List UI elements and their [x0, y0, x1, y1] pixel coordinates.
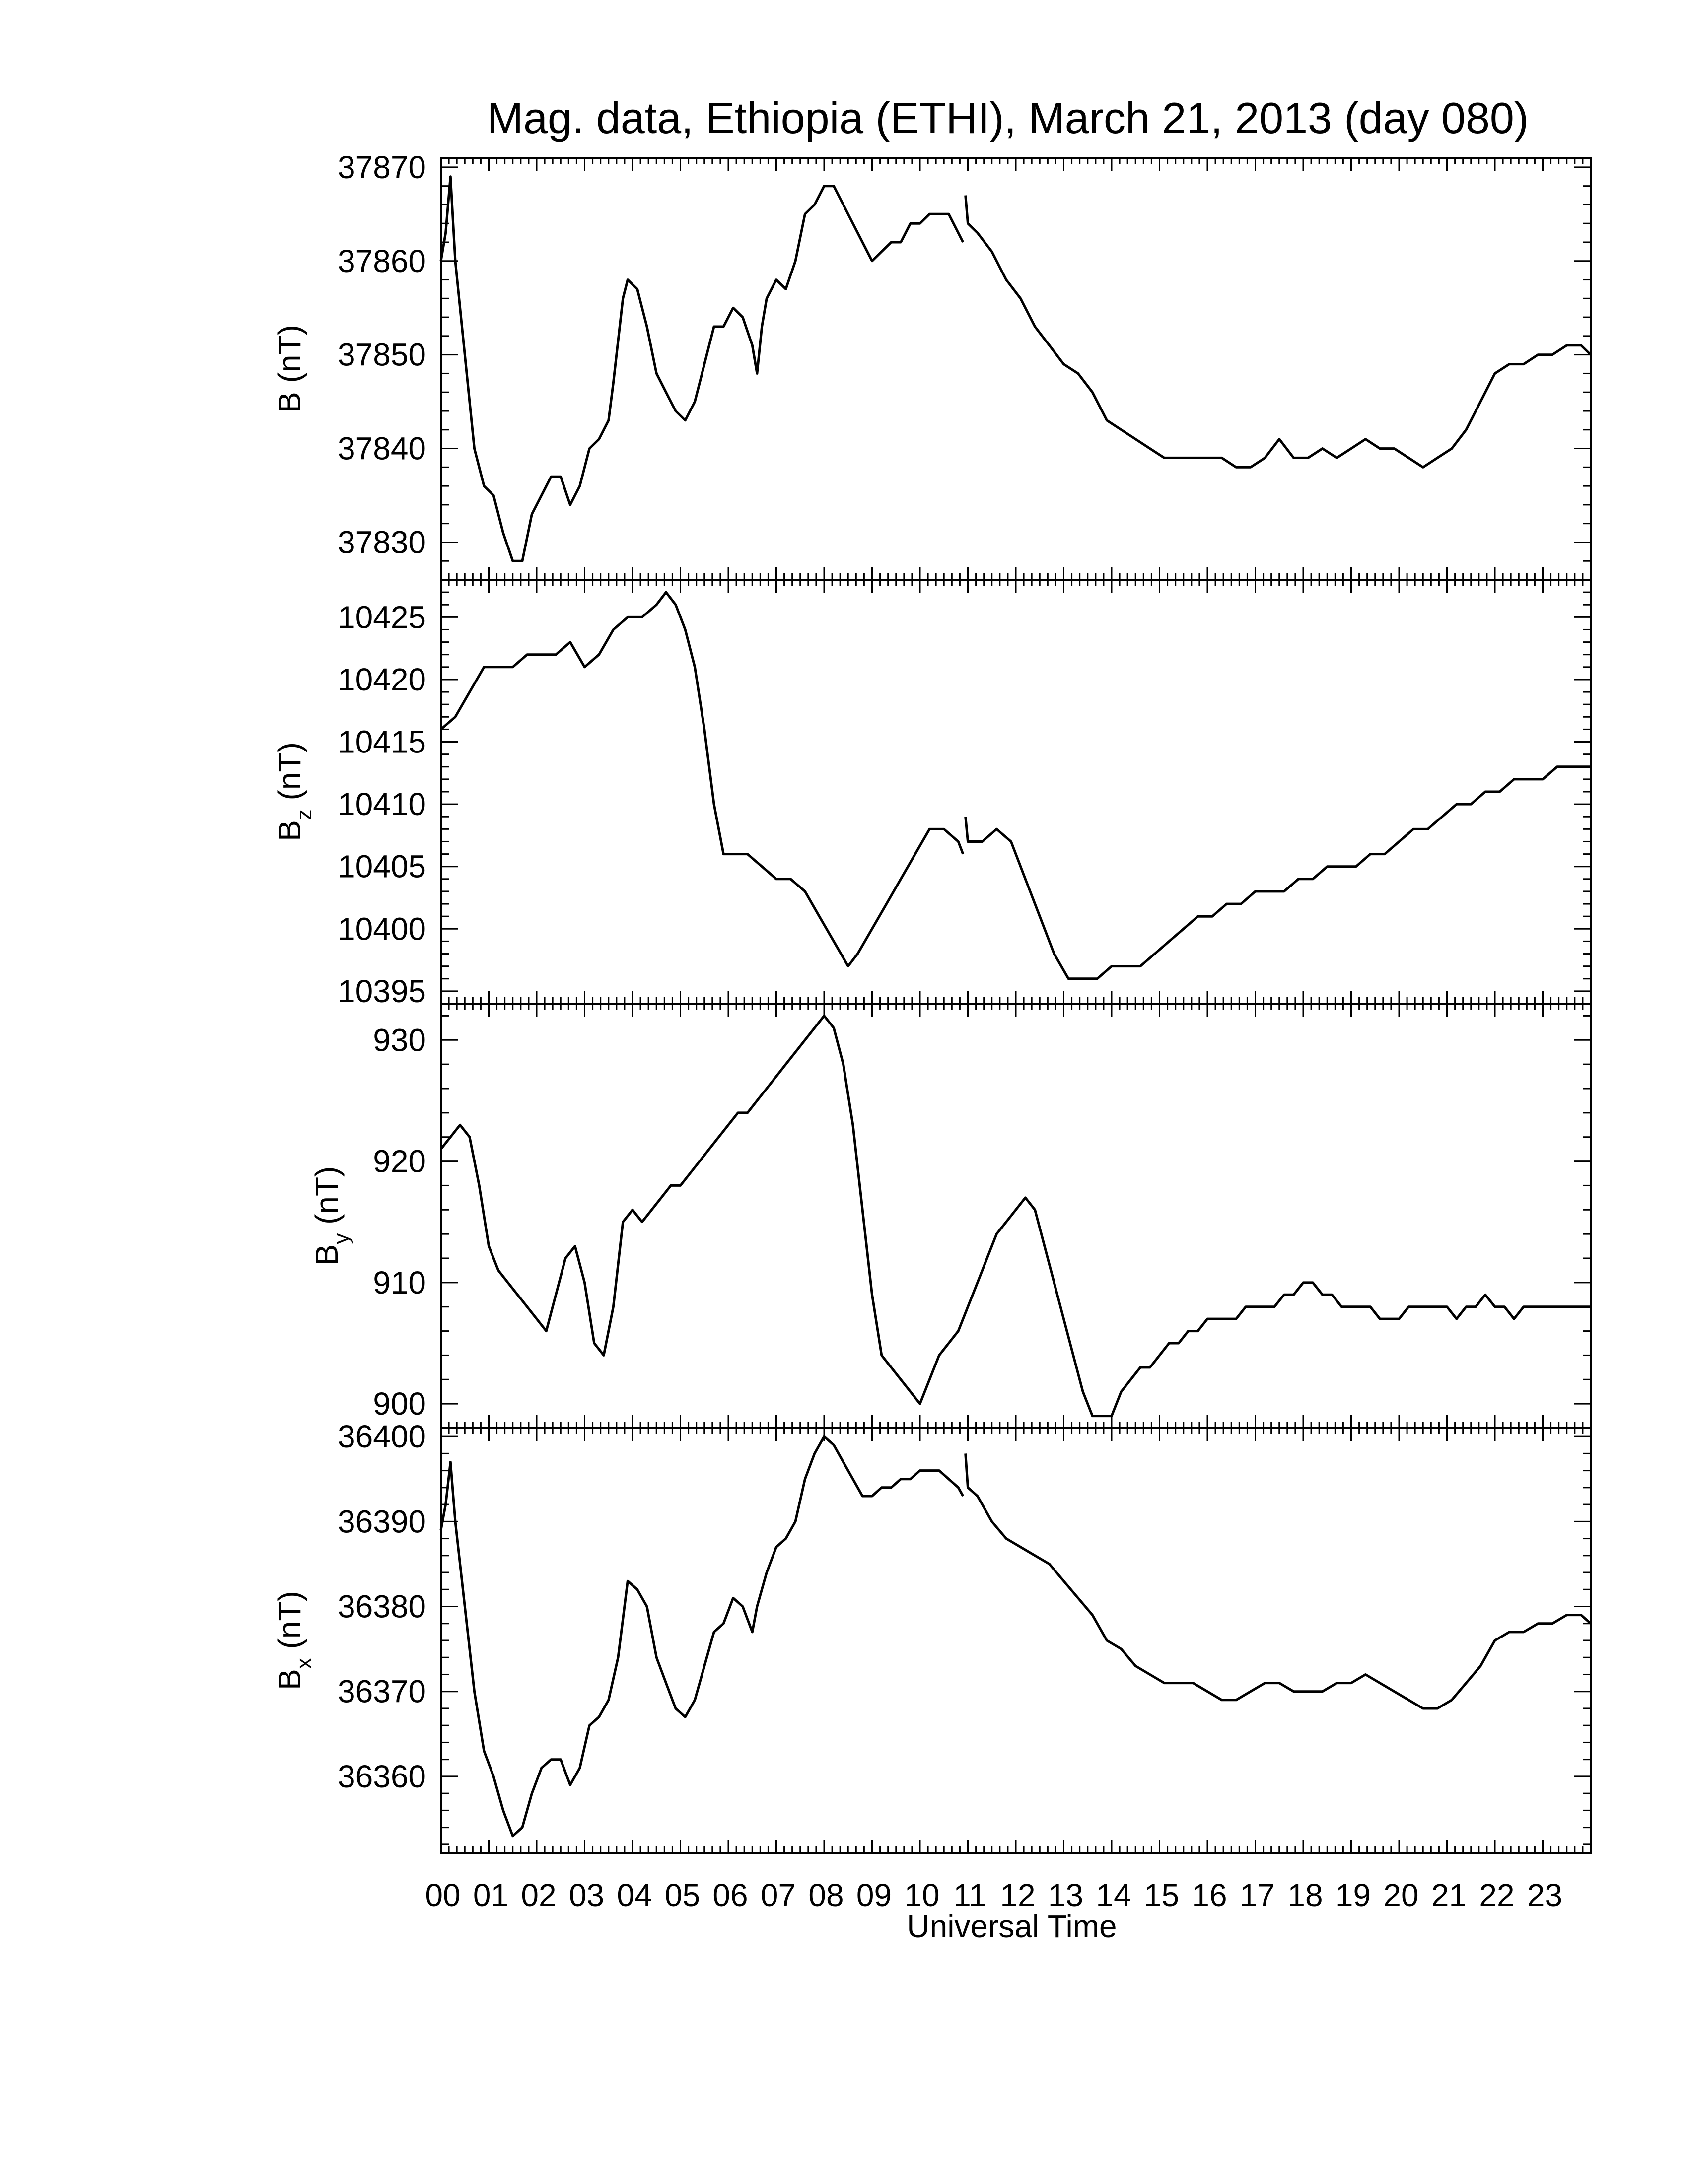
- y-tick-label: 37830: [338, 524, 426, 560]
- x-tick-label: 06: [712, 1877, 748, 1913]
- chart-title: Mag. data, Ethiopia (ETHI), March 21, 20…: [487, 93, 1529, 142]
- y-tick-label: 10395: [338, 973, 426, 1009]
- x-tick-label: 20: [1383, 1877, 1418, 1913]
- panels: 37830 37840 37850 37860 37870 B (nT) 10395 1040…: [272, 149, 1592, 1854]
- y-axis-label: Bx (nT): [272, 1591, 316, 1690]
- x-tick-label: 08: [808, 1877, 844, 1913]
- y-tick-label: 10410: [338, 786, 426, 822]
- y-axis-label: Bz (nT): [272, 742, 316, 841]
- series-line: [964, 1453, 1592, 1710]
- series-line: [964, 195, 1592, 469]
- x-tick-label: 01: [473, 1877, 508, 1913]
- y-tick-label: 930: [373, 1022, 426, 1058]
- x-tick-label: 19: [1336, 1877, 1371, 1913]
- y-axis-label: By (nT): [309, 1166, 353, 1266]
- panel-1: 37830 37840 37850 37860 37870 B (nT): [272, 149, 1592, 581]
- series-line: [439, 175, 965, 562]
- panel-frame: [440, 579, 1592, 1005]
- x-tick-label: 00: [425, 1877, 460, 1913]
- x-tick-label: 22: [1479, 1877, 1514, 1913]
- x-tick-label: 17: [1240, 1877, 1275, 1913]
- series-line: [964, 765, 1591, 980]
- x-axis: 00 01 02 03 04 05 06 07 08 09 10 11 12 13 14 15 16 17 18 19…: [425, 1877, 1562, 1913]
- y-tick-label: 36370: [338, 1674, 426, 1709]
- y-tick-label: 37870: [338, 149, 426, 185]
- y-tick-label: 10400: [338, 911, 426, 947]
- x-tick-label: 10: [904, 1877, 939, 1913]
- x-tick-label: 16: [1192, 1877, 1227, 1913]
- y-tick-label: 36380: [338, 1589, 426, 1625]
- x-tick-label: 14: [1096, 1877, 1131, 1913]
- x-tick-label: 12: [1000, 1877, 1035, 1913]
- x-tick-label: 11: [953, 1877, 986, 1913]
- x-tick-label: 09: [856, 1877, 892, 1913]
- y-tick-label: 36390: [338, 1503, 426, 1539]
- x-tick-label: 04: [617, 1877, 652, 1913]
- series-line: [439, 1435, 964, 1838]
- y-tick-label: 37850: [338, 337, 426, 373]
- x-tick-label: 03: [569, 1877, 604, 1913]
- panel-2: 10395 10400 10405 10410 10415 10420 10425 Bz (n…: [272, 579, 1592, 1009]
- panel-frame: [440, 1427, 1592, 1854]
- y-tick-label: 37840: [338, 431, 426, 467]
- y-tick-label: 10420: [338, 662, 426, 697]
- x-tick-label: 21: [1431, 1877, 1467, 1913]
- x-tick-label: 02: [521, 1877, 556, 1913]
- x-tick-label: 07: [761, 1877, 796, 1913]
- panel-4: 36360 36370 36380 36390 36400 Bx (nT): [272, 1419, 1592, 1854]
- y-axis-label: B (nT): [272, 325, 307, 413]
- panel-frame: [440, 157, 1592, 581]
- x-tick-label: 18: [1287, 1877, 1323, 1913]
- panel-3: 900 910 920 930 By (nT): [309, 1003, 1592, 1429]
- series-line: [440, 1014, 1591, 1418]
- x-tick-label: 05: [665, 1877, 700, 1913]
- panel-frame: [440, 1003, 1592, 1429]
- x-tick-label: 15: [1144, 1877, 1179, 1913]
- y-tick-label: 10415: [338, 724, 426, 760]
- y-tick-label: 36360: [338, 1759, 426, 1794]
- x-tick-label: 13: [1048, 1877, 1083, 1913]
- y-tick-label: 900: [373, 1386, 426, 1422]
- series-line: [440, 591, 965, 968]
- x-axis-label: Universal Time: [907, 1909, 1117, 1944]
- x-tick-label: 23: [1527, 1877, 1562, 1913]
- y-tick-label: 910: [373, 1265, 426, 1300]
- y-tick-label: 37860: [338, 243, 426, 279]
- y-tick-label: 920: [373, 1144, 426, 1179]
- y-tick-label: 36400: [338, 1419, 426, 1454]
- y-tick-label: 10425: [338, 599, 426, 635]
- y-tick-label: 10405: [338, 849, 426, 885]
